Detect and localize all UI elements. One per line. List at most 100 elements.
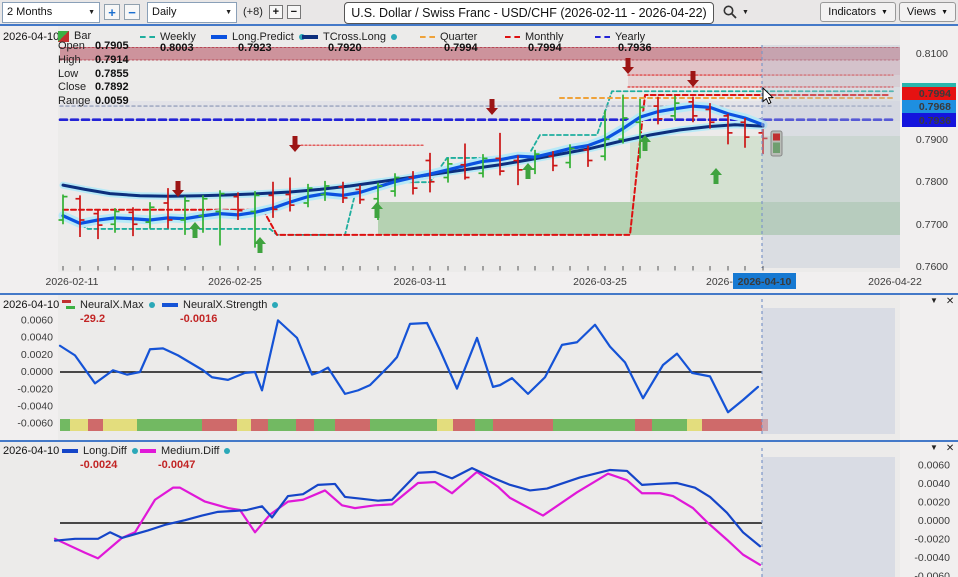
tcross-line-swatch (302, 35, 318, 39)
monthly-line-swatch (505, 36, 520, 38)
legend-label: Monthly (525, 31, 564, 43)
date-line-drag-handle[interactable] (770, 130, 783, 157)
svg-text:2026-02-11: 2026-02-11 (46, 276, 99, 288)
svg-text:0.0020: 0.0020 (21, 349, 53, 361)
long-diff-value: -0.0024 (80, 459, 118, 471)
highlighted-date-box[interactable] (733, 273, 796, 289)
close-panel-icon[interactable]: ✕ (945, 296, 955, 307)
svg-text:0.7936: 0.7936 (919, 115, 951, 127)
cursor-date-label: 2026-04-10 (3, 31, 60, 43)
svg-text:-0.0020: -0.0020 (17, 383, 53, 395)
legend-label: Long.Predict (232, 31, 294, 43)
legend-item-bar[interactable]: Bar (58, 30, 91, 42)
svg-text:-0.0020: -0.0020 (914, 534, 950, 546)
legend-label: Quarter (440, 31, 478, 43)
svg-text:2026-04-10: 2026-04-10 (738, 276, 792, 288)
bars-decrease-button[interactable]: − (286, 5, 301, 19)
svg-text:0.0060: 0.0060 (21, 315, 53, 327)
indicators-button[interactable]: Indicators ▼ (820, 2, 896, 22)
bar-series-icon (58, 30, 69, 42)
collapse-panel-icon[interactable]: ▼ (930, 296, 938, 305)
svg-text:0.7800: 0.7800 (916, 176, 948, 188)
svg-text:2026-03-11: 2026-03-11 (394, 276, 447, 288)
date-range-select[interactable]: 2 Months ▼ (2, 1, 100, 23)
legend-item-neuralx-strength[interactable]: NeuralX.Strength (162, 299, 279, 311)
panel2-controls: ▼ ✕ (930, 296, 954, 307)
chevron-down-icon: ▼ (941, 8, 948, 16)
legend-item-long-diff[interactable]: Long.Diff (62, 445, 138, 457)
svg-text:0.7994: 0.7994 (919, 88, 951, 100)
chevron-down-icon: ▼ (880, 8, 888, 16)
quarter-value: 0.7994 (444, 42, 478, 54)
legend-label: Bar (74, 30, 92, 42)
svg-text:0.0040: 0.0040 (21, 332, 53, 344)
ohlc-readout: Open 0.7905 High 0.7914 Low 0.7855 Close 0.7… (58, 40, 129, 109)
svg-text:0.0000: 0.0000 (918, 515, 950, 527)
search-icon (723, 5, 737, 19)
legend-label: Yearly (615, 31, 646, 43)
legend-item-medium-diff[interactable]: Medium.Diff (140, 445, 231, 457)
legend-item-long-predict[interactable]: Long.Predict (211, 31, 305, 43)
bars-added-label: (+8) (243, 6, 263, 18)
signal-arrows (172, 58, 722, 253)
cursor-date-label: 2026-04-10 (3, 299, 60, 311)
chart-title-text: U.S. Dollar / Swiss Franc - USD/CHF (202… (351, 6, 707, 20)
chart-title: U.S. Dollar / Swiss Franc - USD/CHF (202… (344, 2, 714, 24)
date-range-value: 2 Months (7, 6, 53, 18)
yearly-value: 0.7936 (618, 42, 652, 54)
main-price-chart-canvas[interactable]: 2026-02-11 2026-02-25 2026-03-11 2026-03-25… (0, 26, 958, 293)
svg-text:0.0000: 0.0000 (21, 366, 53, 378)
panel-separator (0, 293, 958, 295)
legend-label: NeuralX.Max (80, 299, 144, 311)
ohlc-high-row: High 0.7914 (58, 53, 129, 66)
legend-label: TCross.Long (323, 31, 386, 43)
legend-item-neuralx-max[interactable]: NeuralX.Max (62, 299, 155, 311)
range-decrease-button[interactable]: − (124, 4, 140, 20)
neuralx-max-icon (62, 299, 75, 311)
svg-text:0.0060: 0.0060 (918, 460, 950, 472)
range-increase-button[interactable]: + (104, 4, 120, 20)
views-button[interactable]: Views ▼ (898, 2, 956, 22)
close-panel-icon[interactable]: ✕ (945, 443, 955, 454)
series-dot-icon (272, 302, 279, 308)
legend-label: NeuralX.Strength (183, 299, 268, 311)
ohlc-open-row: Open 0.7905 (58, 40, 129, 52)
svg-text:-0.0060: -0.0060 (914, 571, 950, 577)
legend-item-weekly[interactable]: Weekly (140, 31, 196, 43)
svg-text:-0.0040: -0.0040 (17, 401, 53, 413)
chevron-down-icon: ▼ (88, 8, 95, 16)
neuralx-max-value: -29.2 (80, 313, 106, 325)
series-dot-icon (148, 302, 155, 308)
quarter-line-swatch (420, 36, 435, 38)
series-dot-icon (390, 34, 397, 40)
toolbar: 2 Months ▼ + − Daily ▼ (+8) + − U.S. Dol… (0, 0, 958, 26)
bars-increase-button[interactable]: + (268, 5, 283, 19)
weekly-line-swatch (140, 36, 155, 38)
legend-item-yearly[interactable]: Yearly (595, 31, 645, 43)
legend-label: Weekly (160, 31, 196, 43)
legend-item-tcross-long[interactable]: TCross.Long (302, 31, 397, 43)
collapse-panel-icon[interactable]: ▼ (930, 443, 938, 452)
ohlc-range-row: Range 0.0059 (58, 95, 129, 108)
chevron-down-icon: ▼ (742, 8, 749, 16)
svg-text:-0.0060: -0.0060 (17, 418, 53, 430)
neuralx-panel-canvas[interactable]: 0.0060 0.0040 0.0020 0.0000 -0.0020 -0.0040 -0… (0, 293, 958, 440)
legend-item-quarter[interactable]: Quarter (420, 31, 477, 43)
interval-select[interactable]: Daily ▼ (147, 1, 237, 23)
legend-label: Long.Diff (83, 445, 127, 457)
long-predict-line-swatch (211, 35, 227, 39)
svg-text:0.0020: 0.0020 (918, 497, 950, 509)
interval-value: Daily (152, 6, 177, 18)
legend-item-monthly[interactable]: Monthly (505, 31, 564, 43)
svg-text:0.7968: 0.7968 (919, 101, 951, 113)
diff-panel-canvas[interactable]: 0.0060 0.0040 0.0020 0.0000 -0.0020 -0.0040 -0… (0, 440, 958, 577)
svg-text:-0.0040: -0.0040 (914, 552, 950, 564)
neuralx-strength-swatch (162, 303, 178, 307)
medium-diff-swatch (140, 449, 156, 453)
svg-text:2026-04-22: 2026-04-22 (868, 276, 922, 288)
yearly-line-swatch (595, 36, 610, 38)
search-button[interactable]: ▼ (722, 4, 749, 20)
panel-separator (0, 440, 958, 442)
long-predict-value: 0.7923 (238, 42, 272, 54)
